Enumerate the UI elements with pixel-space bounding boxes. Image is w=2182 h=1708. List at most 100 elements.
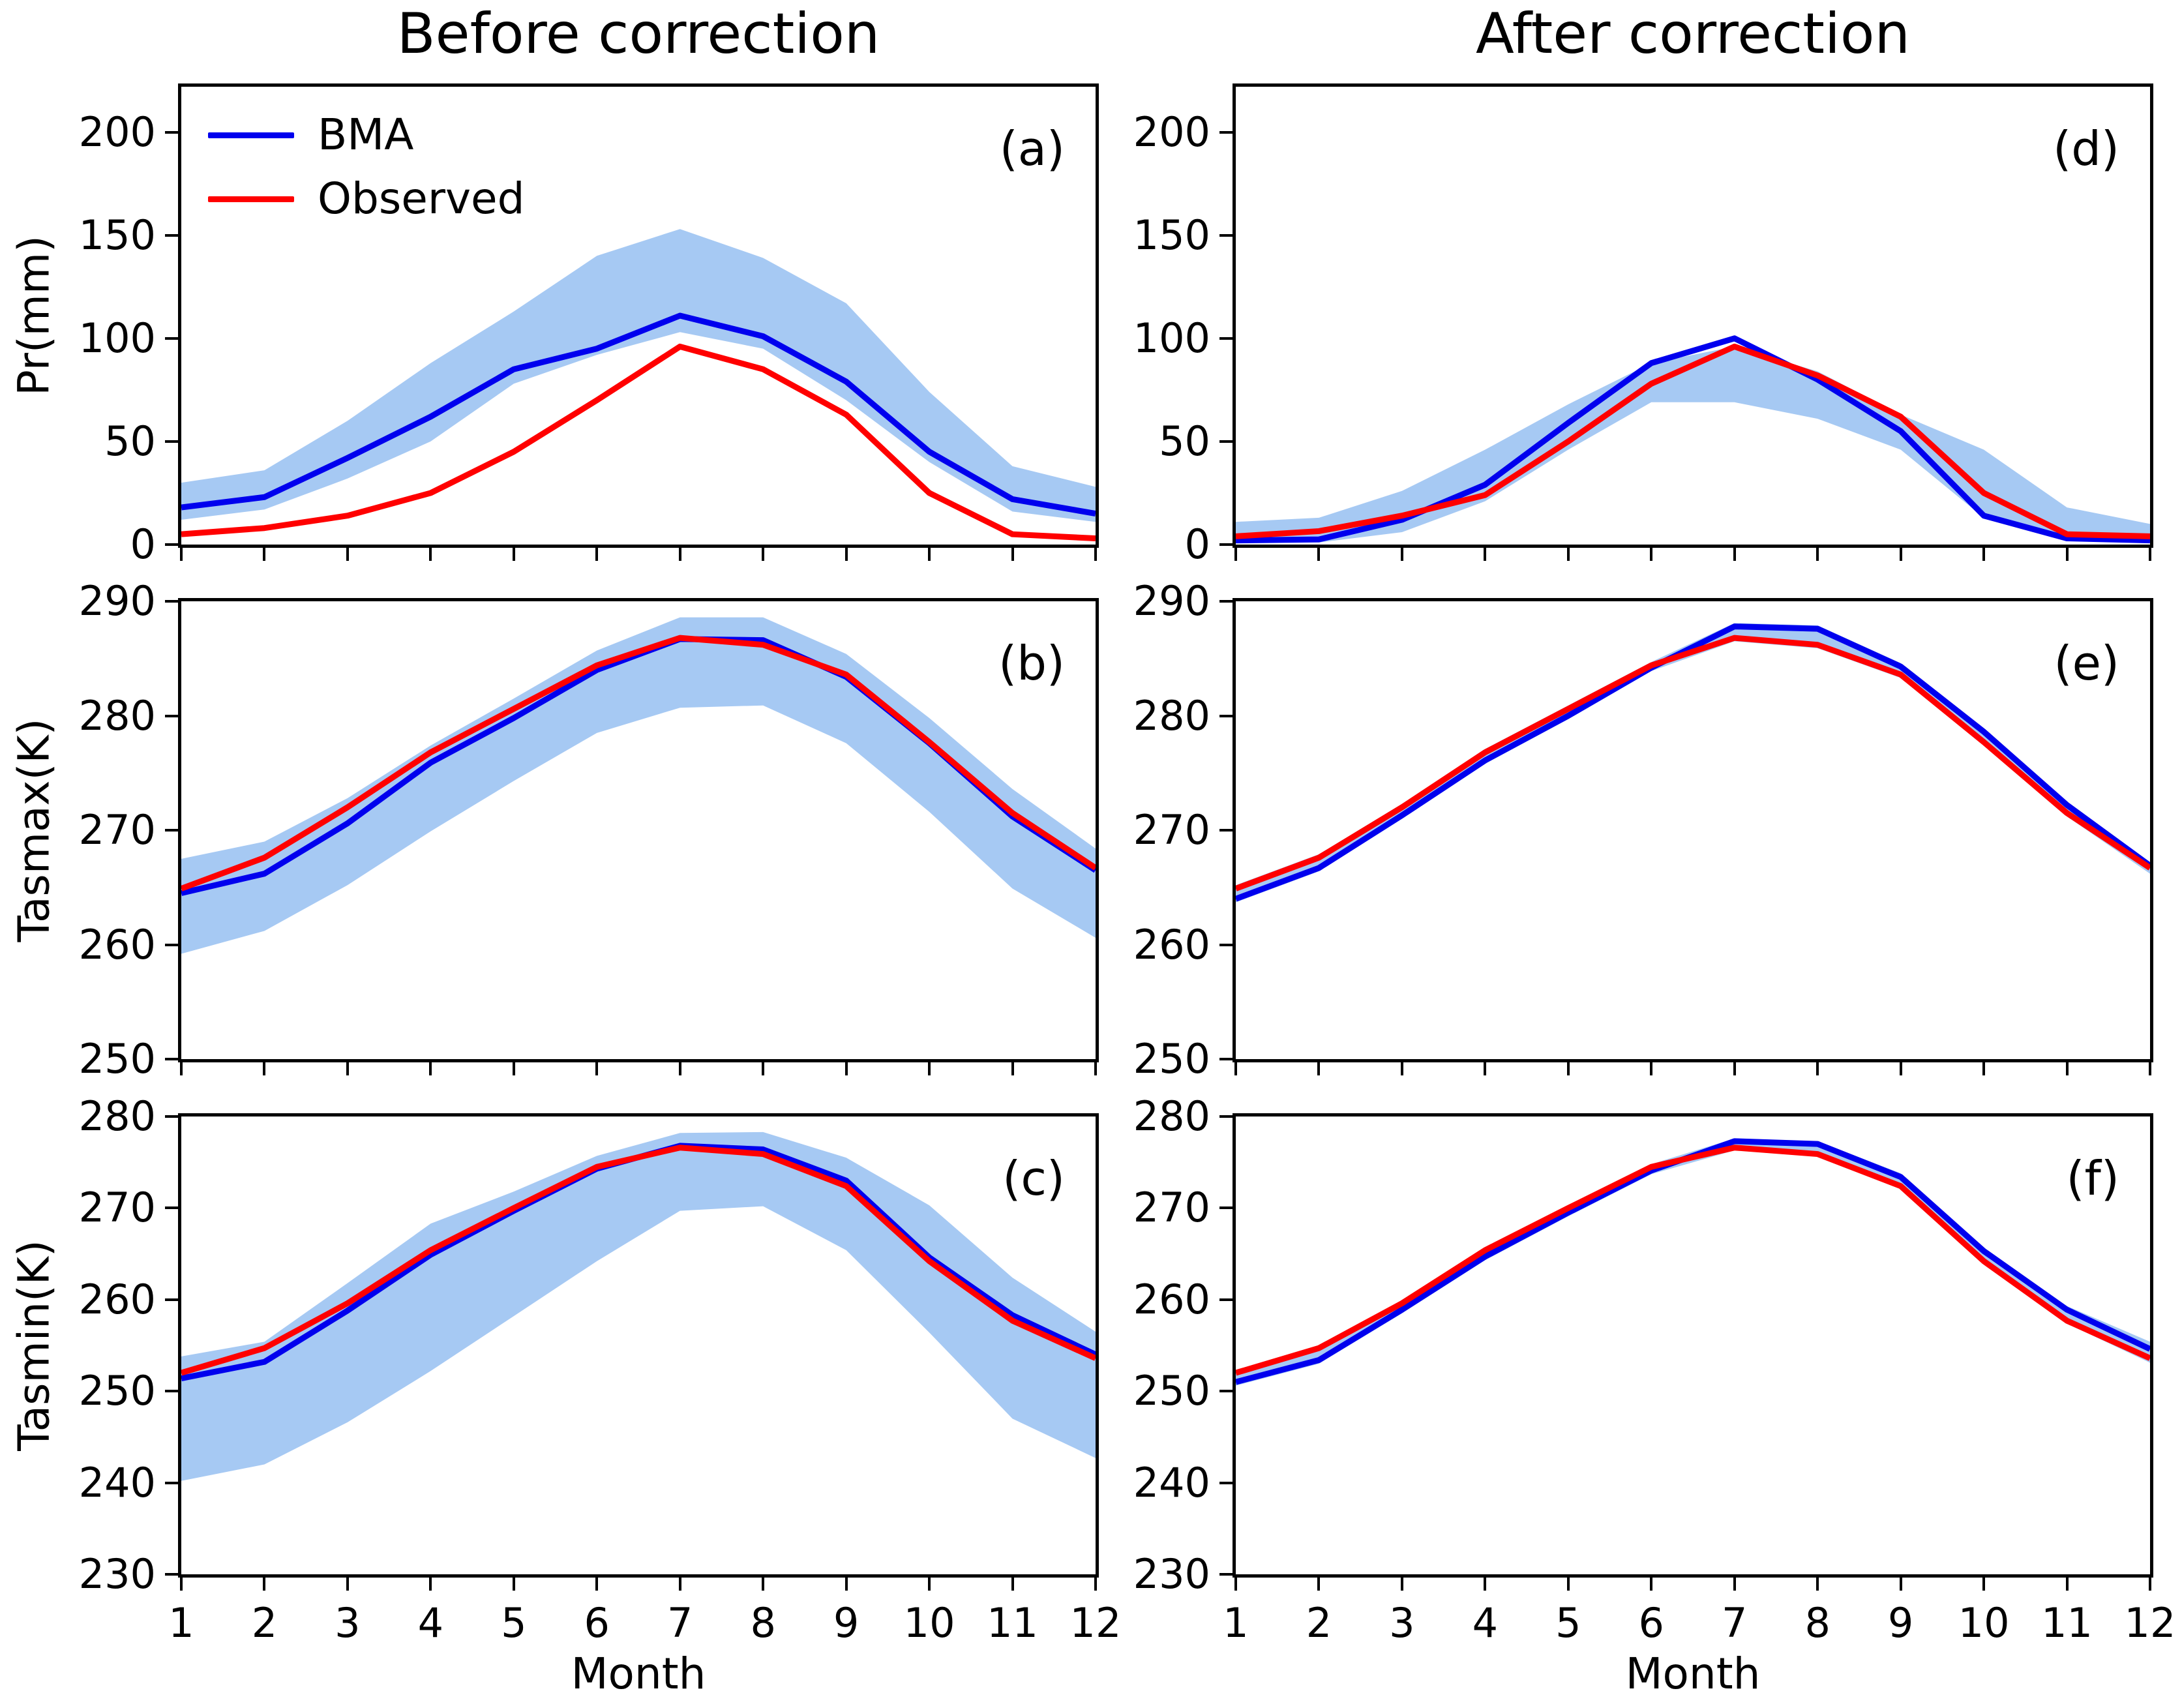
legend-entry-observed: Observed [208, 177, 525, 220]
chart-canvas-e [1233, 598, 2153, 1062]
x-tick-mark [762, 548, 765, 561]
chart-canvas-c [178, 1113, 1099, 1578]
y-tick-mark [1219, 1058, 1233, 1060]
column-title-after: After correction [1476, 1, 1910, 67]
y-tick-label: 270 [1133, 1184, 1210, 1232]
x-tick-mark [180, 548, 183, 561]
panel-pr-before: (a) BMA Observed [178, 83, 1099, 548]
y-tick-label: 0 [130, 520, 156, 568]
observed-line [1236, 635, 2150, 891]
x-tick-label: 10 [1958, 1599, 2010, 1647]
x-tick-mark [1566, 1578, 1570, 1591]
x-tick-mark [1094, 548, 1097, 561]
y-tick-label: 240 [78, 1458, 156, 1506]
x-tick-mark [1094, 1062, 1097, 1075]
y-tick-mark [1219, 1390, 1233, 1393]
chart-canvas-a [178, 83, 1099, 548]
y-tick-mark [1219, 1298, 1233, 1301]
y-tick-mark [165, 1115, 178, 1118]
observed-line [181, 1145, 1096, 1376]
y-tick-mark [165, 714, 178, 717]
y-tick-mark [1219, 600, 1233, 603]
panel-letter-e: (e) [2054, 636, 2119, 691]
x-tick-mark [2065, 1062, 2069, 1075]
x-tick-label: 3 [1389, 1599, 1415, 1647]
x-tick-label: 7 [1721, 1599, 1748, 1647]
x-tick-label: 6 [584, 1599, 610, 1647]
y-tick-mark [1219, 829, 1233, 832]
x-axis-label-left: Month [571, 1649, 706, 1699]
y-tick-mark [165, 1058, 178, 1060]
x-tick-mark [2149, 548, 2151, 561]
x-tick-mark [263, 1578, 266, 1591]
x-tick-label: 11 [2041, 1599, 2093, 1647]
x-tick-mark [1400, 1578, 1403, 1591]
x-tick-mark [1899, 1578, 1902, 1591]
x-tick-mark [844, 548, 848, 561]
axes-frame [178, 598, 1099, 1062]
x-tick-mark [1982, 548, 1986, 561]
x-tick-mark [595, 548, 599, 561]
x-tick-mark [678, 1062, 681, 1075]
x-tick-mark [2065, 548, 2069, 561]
x-tick-mark [1650, 1578, 1653, 1591]
y-tick-label: 150 [1133, 211, 1210, 259]
y-tick-mark [165, 233, 178, 237]
y-axis-label-tasmin: Tasmin(K) [8, 1240, 59, 1451]
x-tick-mark [1234, 1578, 1237, 1591]
observed-line [1236, 1145, 2150, 1376]
x-tick-mark [346, 1062, 349, 1075]
bma-line [1236, 623, 2150, 902]
x-tick-mark [928, 548, 931, 561]
x-tick-label: 1 [1223, 1599, 1249, 1647]
y-tick-mark [165, 1481, 178, 1484]
y-tick-label: 290 [78, 577, 156, 625]
uncertainty-band [1236, 346, 2150, 544]
bma-line [181, 312, 1096, 517]
x-tick-mark [180, 1062, 183, 1075]
x-tick-mark [429, 548, 432, 561]
x-tick-label: 12 [1069, 1599, 1122, 1647]
x-tick-label: 2 [251, 1599, 278, 1647]
x-tick-mark [2065, 1578, 2069, 1591]
observed-line [181, 635, 1096, 891]
y-tick-mark [165, 600, 178, 603]
panel-tasmin-before: (c) [178, 1113, 1099, 1578]
legend-label-observed: Observed [318, 173, 525, 224]
y-tick-label: 260 [78, 920, 156, 968]
x-tick-label: 12 [2124, 1599, 2176, 1647]
y-tick-mark [165, 337, 178, 340]
x-tick-mark [429, 1578, 432, 1591]
y-tick-mark [165, 440, 178, 443]
x-tick-mark [1816, 1578, 1819, 1591]
y-tick-mark [165, 1390, 178, 1393]
y-tick-label: 200 [78, 108, 156, 156]
x-tick-mark [346, 1578, 349, 1591]
y-tick-label: 0 [1184, 520, 1210, 568]
x-tick-label: 2 [1306, 1599, 1332, 1647]
y-tick-label: 250 [78, 1367, 156, 1415]
axes-frame [1233, 1113, 2153, 1578]
x-tick-label: 8 [750, 1599, 776, 1647]
y-axis-label-pr: Pr(mm) [8, 235, 59, 396]
x-tick-mark [1899, 1062, 1902, 1075]
x-tick-mark [1982, 1062, 1986, 1075]
x-tick-mark [180, 1578, 183, 1591]
x-tick-mark [346, 548, 349, 561]
x-tick-mark [429, 1062, 432, 1075]
y-axis-label-tasmax: Tasmax(K) [8, 718, 59, 942]
y-tick-label: 260 [78, 1275, 156, 1323]
y-tick-label: 280 [78, 691, 156, 740]
x-tick-mark [1816, 548, 1819, 561]
y-tick-mark [165, 943, 178, 946]
y-tick-label: 100 [78, 314, 156, 362]
uncertainty-band [181, 1131, 1096, 1481]
x-tick-mark [2149, 1578, 2151, 1591]
axes-frame [1233, 83, 2153, 548]
x-tick-mark [1982, 1578, 1986, 1591]
x-tick-label: 4 [417, 1599, 444, 1647]
x-tick-mark [1234, 1062, 1237, 1075]
panel-tasmin-after: (f) [1233, 1113, 2153, 1578]
y-tick-label: 100 [1133, 314, 1210, 362]
